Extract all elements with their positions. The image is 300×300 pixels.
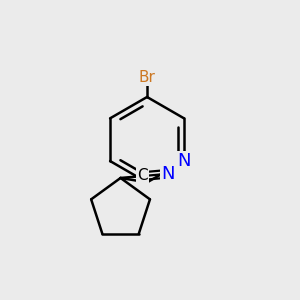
Text: N: N	[177, 152, 191, 170]
Text: C: C	[137, 168, 148, 183]
Text: N: N	[161, 165, 175, 183]
Text: Br: Br	[139, 70, 155, 86]
